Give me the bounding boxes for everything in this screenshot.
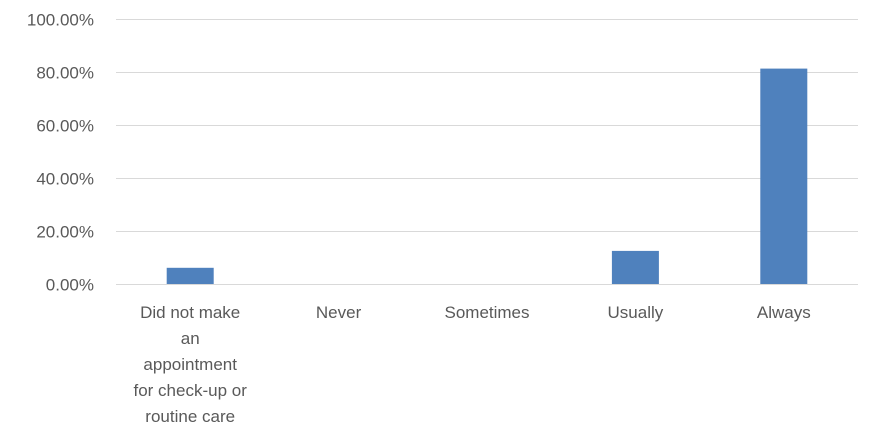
y-tick-label: 20.00% (36, 223, 94, 242)
bar (166, 267, 214, 284)
bars (166, 68, 808, 284)
y-tick-label: 100.00% (27, 11, 94, 30)
gridlines (116, 19, 858, 232)
x-tick-label-line: Sometimes (444, 303, 529, 322)
x-tick-label-line: an (181, 329, 200, 348)
y-tick-label: 0.00% (46, 276, 94, 295)
x-tick-label-line: routine care (145, 407, 235, 426)
x-tick-label-line: Usually (608, 303, 664, 322)
x-tick-label-line: Did not make (140, 303, 240, 322)
x-tick-label-line: appointment (143, 355, 237, 374)
y-tick-label: 40.00% (36, 170, 94, 189)
x-tick-label-line: Always (757, 303, 811, 322)
x-tick-label: Always (757, 303, 811, 322)
y-tick-label: 80.00% (36, 64, 94, 83)
bar (611, 250, 659, 284)
x-tick-label: Never (316, 303, 362, 322)
y-axis-tick-labels: 0.00% 20.00% 40.00% 60.00% 80.00% 100.00% (27, 11, 94, 295)
x-tick-label-line: for check-up or (134, 381, 248, 400)
x-tick-label-line: Never (316, 303, 362, 322)
x-tick-label: Did not make an appointment for check-up or… (134, 303, 248, 426)
x-axis: Did not make an appointment for check-up or… (116, 284, 858, 426)
bar (760, 68, 808, 284)
y-tick-label: 60.00% (36, 117, 94, 136)
x-tick-label: Usually (608, 303, 664, 322)
x-tick-label: Sometimes (444, 303, 529, 322)
